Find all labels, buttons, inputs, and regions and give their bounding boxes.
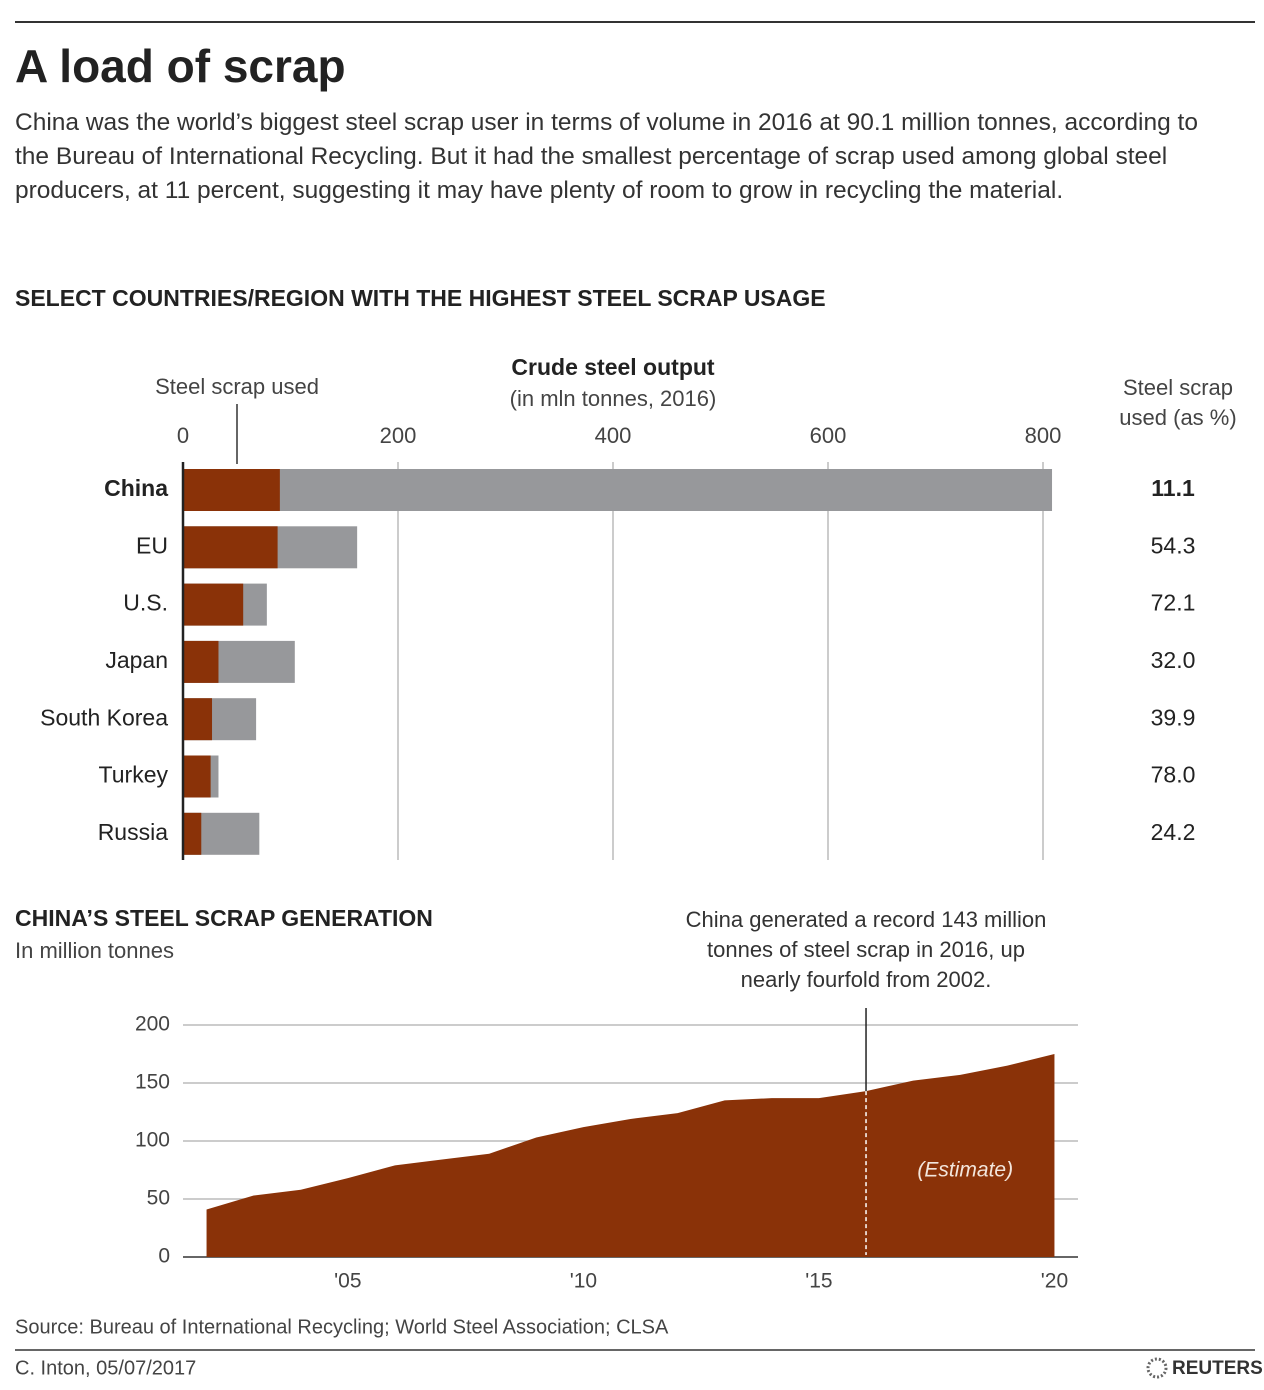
x-tick-label: '15	[805, 1270, 832, 1293]
share-label: 54.3	[1151, 532, 1196, 558]
share-label: 39.9	[1151, 704, 1196, 730]
y-tick-label: 0	[158, 1245, 170, 1268]
annotation: nearly fourfold from 2002.	[741, 967, 992, 992]
source: Source: Bureau of International Recyclin…	[15, 1316, 669, 1338]
x-tick-label: 0	[177, 423, 189, 448]
credit: C. Inton, 05/07/2017	[15, 1357, 196, 1379]
logo-mark	[1146, 1357, 1168, 1379]
section-subtitle: In million tonnes	[15, 938, 174, 963]
axis-title: Crude steel output	[511, 354, 715, 380]
estimate-label: (Estimate)	[917, 1159, 1013, 1182]
x-tick-label: 800	[1025, 423, 1062, 448]
category-label: U.S.	[123, 590, 168, 616]
annotation: China generated a record 143 million	[686, 907, 1047, 932]
category-label: Turkey	[99, 762, 169, 788]
y-tick-label: 150	[135, 1071, 170, 1094]
y-tick-label: 200	[135, 1013, 170, 1036]
description: China was the world’s biggest steel scra…	[15, 109, 1198, 204]
category-label: China	[104, 475, 168, 501]
page-title: A load of scrap	[15, 40, 346, 92]
bar	[183, 583, 244, 626]
bar	[183, 526, 278, 569]
bar	[183, 469, 1053, 511]
column-title: used (as %)	[1119, 405, 1236, 430]
legend-label: Steel scrap used	[155, 374, 319, 399]
bar	[183, 698, 213, 741]
section-title: SELECT COUNTRIES/REGION WITH THE HIGHEST…	[15, 285, 826, 311]
x-tick-label: '20	[1041, 1270, 1068, 1293]
share-label: 32.0	[1151, 647, 1196, 673]
section-title: CHINA’S STEEL SCRAP GENERATION	[15, 905, 433, 931]
bar	[183, 812, 202, 855]
x-tick-label: 200	[380, 423, 417, 448]
x-tick-label: 600	[810, 423, 847, 448]
bar	[183, 469, 280, 511]
category-label: EU	[136, 532, 168, 558]
category-label: Russia	[98, 819, 169, 845]
category-label: South Korea	[40, 704, 168, 730]
bar	[183, 755, 211, 798]
bar	[183, 640, 219, 683]
annotation: tonnes of steel scrap in 2016, up	[707, 937, 1025, 962]
y-tick-label: 100	[135, 1129, 170, 1152]
x-tick-label: '05	[334, 1270, 361, 1293]
category-label: Japan	[105, 647, 168, 673]
axis-subtitle: (in mln tonnes, 2016)	[510, 386, 717, 411]
x-tick-label: 400	[595, 423, 632, 448]
share-label: 11.1	[1151, 475, 1195, 501]
logo: REUTERS	[1172, 1358, 1263, 1379]
share-label: 72.1	[1151, 590, 1196, 616]
area	[206, 1054, 1055, 1257]
x-tick-label: '10	[570, 1270, 597, 1293]
y-tick-label: 50	[147, 1187, 170, 1210]
column-title: Steel scrap	[1123, 375, 1233, 400]
share-label: 24.2	[1151, 819, 1196, 845]
share-label: 78.0	[1151, 762, 1196, 788]
